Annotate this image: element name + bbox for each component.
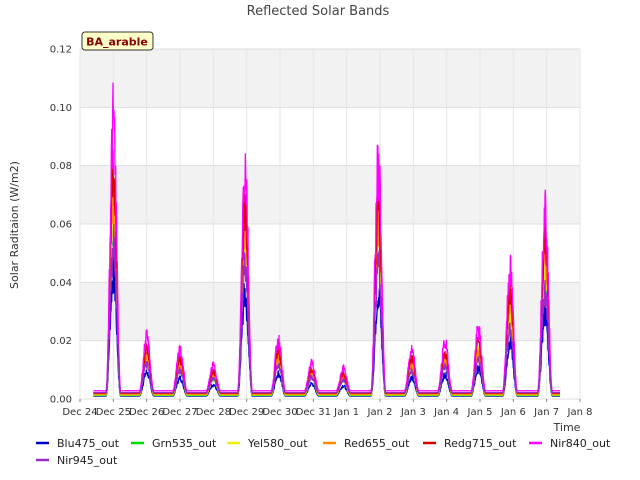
site-badge: BA_arable [81,31,154,51]
series-line-nir945-out [93,223,561,394]
x-tick-label: Jan 4 [433,407,459,418]
legend-label: Yel580_out [247,437,308,450]
x-tick-label: Jan 1 [333,407,359,418]
y-tick-label: 0.12 [50,45,72,56]
plot-band [80,340,580,399]
x-tick-label: Jan 5 [467,407,493,418]
chart-title: Reflected Solar Bands [247,4,390,19]
y-axis-label: Solar Raditaion (W/m2) [8,161,21,289]
x-tick-label: Jan 2 [367,407,393,418]
plot-band [80,224,580,283]
y-axis-ticks: 0.00 0.02 0.04 0.06 0.08 0.10 0.12 [50,45,72,406]
legend-label: Grn535_out [152,437,217,450]
plot-band [80,49,580,108]
y-tick-label: 0.08 [50,161,72,172]
y-tick-label: 0.06 [50,220,72,231]
x-tick-label: Dec 26 [129,407,164,418]
y-tick-label: 0.04 [50,278,72,289]
x-tick-label: Jan 6 [500,407,526,418]
y-tick-label: 0.02 [50,336,72,347]
series-line-nir840-out [93,82,561,392]
x-tick-label: Dec 31 [296,407,331,418]
series-lines [93,82,561,397]
x-tick-label: Jan 3 [400,407,426,418]
plot-band [80,282,580,341]
plot-band [80,107,580,166]
x-tick-label: Jan 7 [533,407,559,418]
x-axis-label: Time [553,421,581,434]
legend-label: Red655_out [344,437,410,450]
legend: Blu475_out Grn535_out Yel580_out Red655_out… [36,437,611,467]
x-tick-label: Dec 30 [262,407,297,418]
plot-bands [80,49,580,399]
y-tick-label: 0.00 [50,395,72,406]
legend-label: Nir945_out [57,454,118,467]
x-tick-label: Jan 8 [567,407,593,418]
site-badge-label: BA_arable [86,36,148,49]
site-badge-box [81,31,154,51]
y-tick-label: 0.10 [50,103,72,114]
legend-label: Redg715_out [444,437,517,450]
x-tick-label: Dec 24 [62,407,97,418]
legend-label: Nir840_out [550,437,611,450]
x-tick-label: Dec 28 [196,407,231,418]
legend-label: Blu475_out [57,437,120,450]
plot-band [80,165,580,224]
x-tick-label: Dec 27 [162,407,197,418]
x-tick-label: Dec 25 [96,407,131,418]
x-tick-label: Dec 29 [229,407,264,418]
